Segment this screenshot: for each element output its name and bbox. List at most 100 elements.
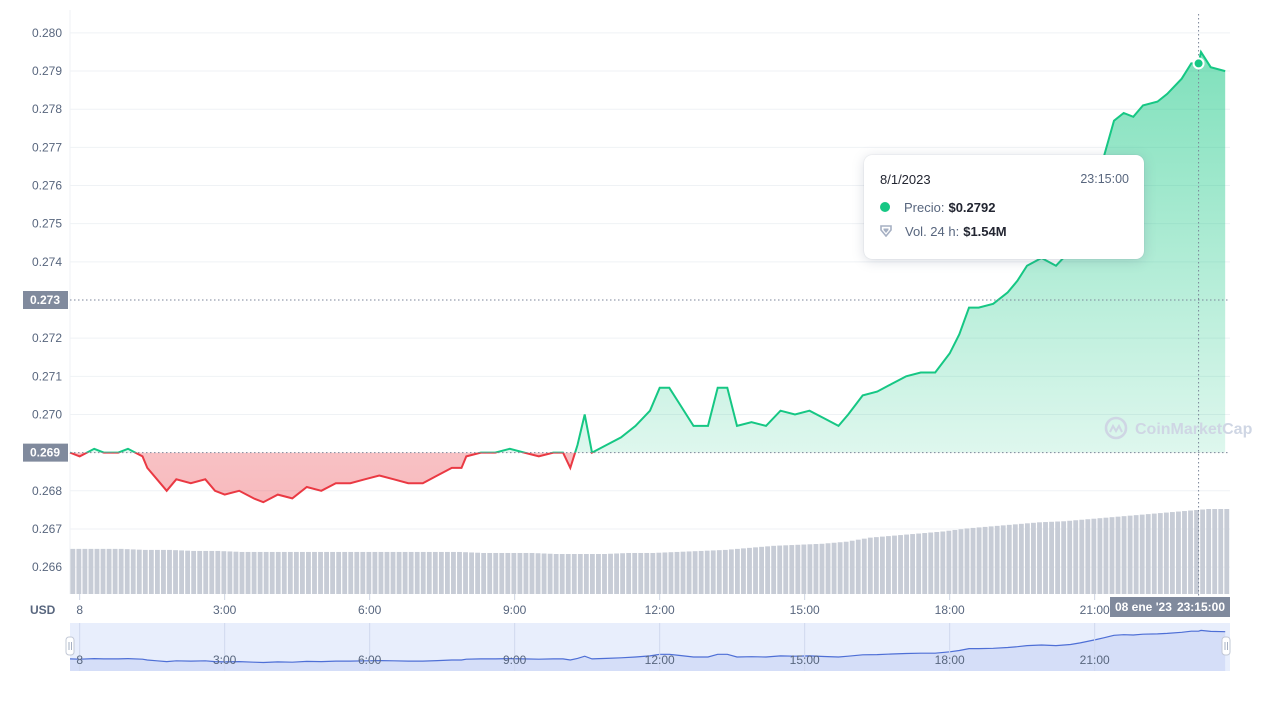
volume-bar (203, 550, 209, 594)
volume-bar (1018, 523, 1024, 594)
volume-bar (112, 548, 118, 594)
x-tick-label: 12:00 (645, 603, 675, 617)
x-tick-label: 15:00 (790, 603, 820, 617)
y-tick-label: 0.268 (32, 484, 62, 498)
y-tick-label: 0.266 (32, 560, 62, 574)
y-tick-label: 0.271 (32, 369, 62, 383)
volume-bar (644, 552, 650, 594)
volume-bar (1024, 523, 1030, 594)
volume-bar (716, 550, 722, 594)
y-highlight-box (23, 291, 68, 309)
volume-bar (873, 537, 879, 594)
y-tick-label: 0.276 (32, 179, 62, 193)
volume-bar (1218, 509, 1224, 594)
volume-bar (293, 551, 299, 594)
volume-bar (620, 553, 626, 594)
navigator-right-handle[interactable] (1221, 636, 1231, 656)
tooltip-volume-value: $1.54M (963, 223, 1007, 239)
navigator-tick-label: 12:00 (645, 653, 675, 667)
y-tick-label: 0.270 (32, 407, 62, 421)
volume-bar (1176, 511, 1181, 594)
volume-bar (1200, 509, 1206, 594)
y-tick-label: 0.267 (32, 522, 62, 536)
tooltip-date: 8/1/2023 (880, 172, 931, 187)
volume-bar (1006, 524, 1012, 594)
volume-bar (94, 548, 100, 594)
x-tick-label: 9:00 (503, 603, 527, 617)
volume-bar (426, 551, 432, 594)
volume-bar (1091, 518, 1097, 594)
volume-bar (136, 549, 142, 594)
volume-bar (1206, 509, 1212, 594)
price-area-up (70, 52, 1226, 453)
volume-bar (88, 548, 94, 594)
volume-bar (789, 545, 795, 594)
volume-bar (499, 552, 505, 594)
price-line-up (69, 49, 1226, 453)
volume-bar (837, 542, 843, 594)
volume-bar (1043, 522, 1048, 594)
volume-bar (904, 534, 909, 594)
volume-bar (867, 537, 873, 594)
volume-bar (879, 536, 885, 594)
volume-bar (505, 552, 511, 594)
volume-bar (577, 554, 583, 594)
volume-bar (185, 550, 191, 594)
volume-bar (674, 551, 680, 594)
volume-bar (487, 552, 493, 594)
volume-bar (257, 551, 263, 594)
volume-bar (463, 552, 468, 594)
volume-bar (795, 544, 801, 594)
volume-bar (354, 551, 360, 594)
x-tick-label: 18:00 (935, 603, 965, 617)
volume-bar (886, 536, 891, 594)
volume-bar (239, 551, 245, 594)
tooltip: 8/1/2023 23:15:00 Precio: $0.2792 Vol. 2… (864, 155, 1144, 259)
volume-bar (209, 550, 215, 594)
y-highlight-label: 0.273 (30, 293, 60, 307)
y-tick-label: 0.278 (32, 102, 62, 116)
volume-bar (553, 554, 559, 594)
price-area-down (70, 452, 1226, 503)
crosshair: 0.273 0.269 08 ene '23 23:15:00 (23, 14, 1230, 617)
navigator[interactable]: 8 3:00 6:00 9:00 12:00 15:00 18:00 21:00 (65, 623, 1231, 671)
volume-bar (148, 549, 154, 594)
price-area (70, 52, 1226, 503)
volume-bar (765, 546, 771, 594)
navigator-left-handle[interactable] (65, 636, 75, 656)
tooltip-time: 23:15:00 (1080, 172, 1129, 186)
volume-bar (783, 545, 789, 594)
volume-bar (934, 532, 940, 594)
volume-bar (245, 551, 251, 594)
volume-bar (928, 532, 934, 594)
volume-bar (692, 551, 698, 594)
volume-bar (759, 546, 764, 594)
volume-bar (396, 551, 402, 594)
volume-bar (1169, 512, 1175, 594)
volume-bar (142, 549, 148, 594)
volume-bar (964, 528, 970, 594)
navigator-tick-label: 8 (76, 653, 83, 667)
navigator-tick-label: 21:00 (1080, 653, 1110, 667)
volume-bar (910, 534, 916, 594)
volume-bar (100, 548, 106, 594)
volume-bar (843, 541, 849, 594)
volume-bar (1163, 512, 1169, 594)
volume-bar (469, 552, 474, 594)
volume-bar (281, 551, 287, 594)
volume-bar (892, 535, 897, 594)
volume-bar (970, 527, 976, 594)
volume-bar (306, 551, 311, 594)
volume-bar (408, 551, 414, 594)
volume-bar (976, 527, 982, 594)
volume-bar (1133, 515, 1139, 594)
volume-bar (1157, 513, 1163, 594)
x-tick-label: 21:00 (1080, 603, 1110, 617)
volume-bar (1079, 519, 1085, 594)
volume-bars (70, 509, 1230, 594)
y-tick-label: 0.272 (32, 331, 62, 345)
price-dot-icon (880, 202, 890, 212)
volume-bar (366, 551, 372, 594)
